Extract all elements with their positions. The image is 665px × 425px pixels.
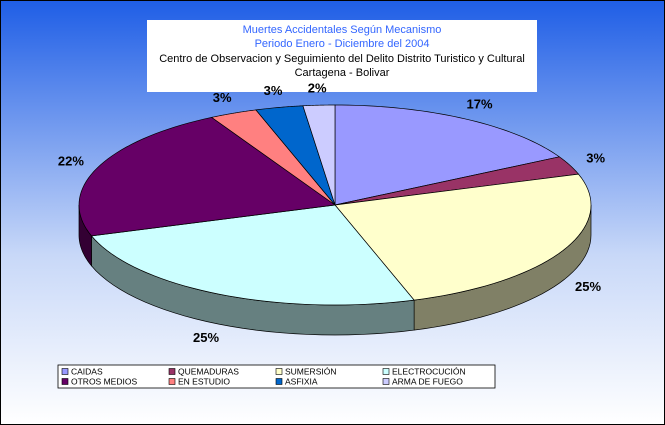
slice (90, 204, 415, 306)
legend-label: OTROS MEDIOS (71, 376, 137, 386)
legend-label: CAIDAS (71, 366, 103, 376)
data-label: 3% (264, 83, 283, 98)
legend-swatch (61, 368, 69, 375)
slice (334, 104, 561, 206)
chart-subtitle: Cartagena - Bolivar (295, 67, 390, 79)
legend-swatch (168, 368, 176, 375)
slice (78, 116, 336, 237)
data-label: 25% (193, 330, 219, 345)
data-label: 3% (586, 150, 605, 165)
data-label: 25% (575, 279, 601, 294)
chart-subtitle: Centro de Observacion y Seguimiento del … (159, 53, 525, 65)
legend-swatch (382, 368, 390, 375)
legend-swatch (275, 378, 283, 385)
slice (302, 104, 336, 206)
legend-swatch (168, 378, 176, 385)
chart-title: Muertes Accidentales Según Mecanismo (243, 24, 442, 36)
data-label: 3% (213, 90, 232, 105)
legend-label: EN ESTUDIO (178, 376, 230, 386)
slice (334, 173, 592, 301)
legend-swatch (382, 378, 390, 385)
data-label: 2% (308, 81, 327, 96)
data-label: 22% (58, 154, 84, 169)
legend-label: QUEMADURAS (178, 366, 239, 376)
legend-label: ELECTROCUCIÓN (392, 366, 466, 376)
legend-label: SUMERSIÓN (285, 366, 336, 376)
legend-label: ASFIXIA (285, 376, 318, 386)
legend-swatch (61, 378, 69, 385)
slice (255, 105, 336, 206)
legend-swatch (275, 368, 283, 375)
data-label: 17% (467, 97, 493, 112)
legend-label: ARMA DE FUEGO (392, 376, 463, 386)
slice (334, 156, 580, 206)
slice (210, 109, 336, 206)
chart-title: Periodo Enero - Diciembre del 2004 (255, 38, 430, 50)
title-box (147, 20, 537, 92)
